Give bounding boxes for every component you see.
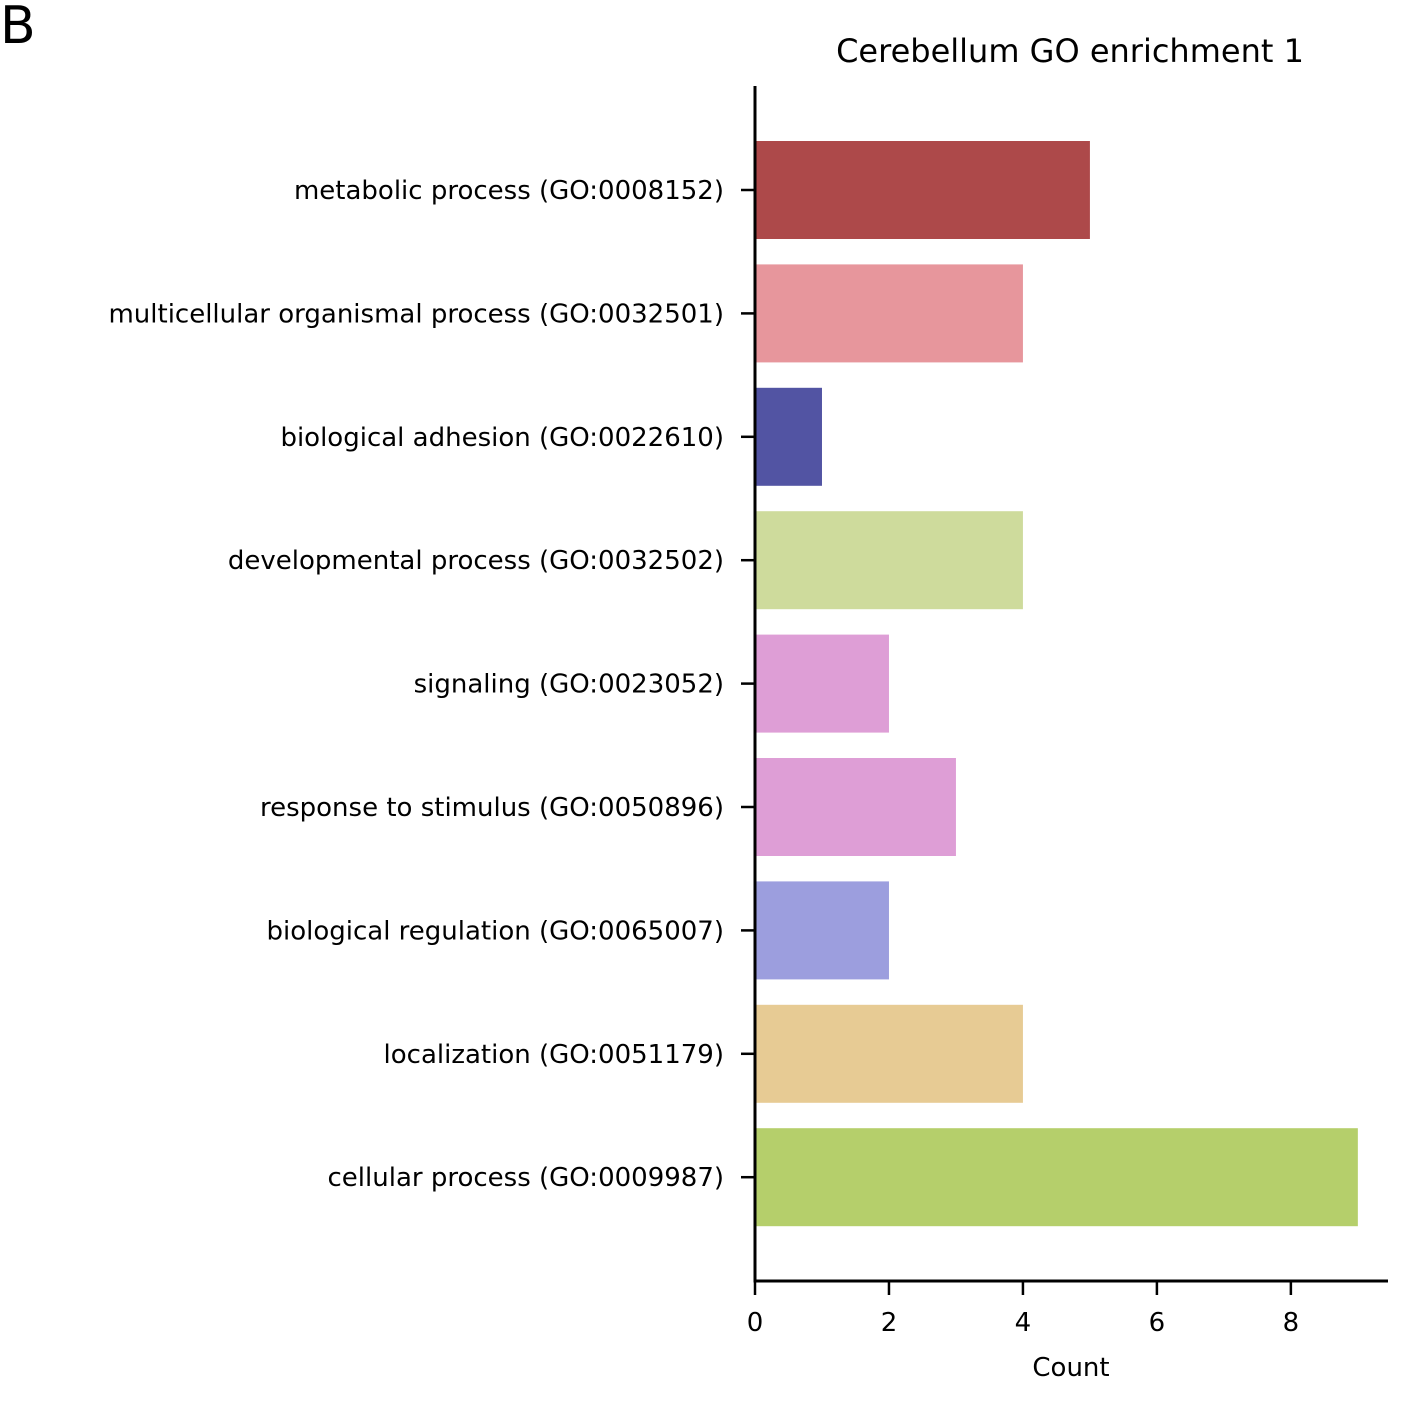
- bar: [755, 1004, 1023, 1103]
- x-axis: 0 2 4 6 8: [747, 1279, 1388, 1338]
- x-axis-label: Count: [1032, 1353, 1109, 1383]
- y-tick-label: metabolic process (GO:0008152): [294, 176, 724, 206]
- chart-title: Cerebellum GO enrichment 1: [836, 32, 1304, 70]
- y-axis: metabolic process (GO:0008152) multicellu…: [108, 86, 757, 1281]
- bar: [755, 881, 889, 980]
- y-tick-label: biological adhesion (GO:0022610): [280, 423, 724, 453]
- y-tick-label: signaling (GO:0023052): [414, 670, 724, 700]
- bar: [755, 387, 822, 486]
- panel-label: B: [0, 0, 36, 56]
- y-tick-label: multicellular organismal process (GO:003…: [108, 299, 724, 329]
- bar: [755, 141, 1090, 239]
- bar: [755, 1128, 1358, 1227]
- y-tick-label: localization (GO:0051179): [384, 1040, 724, 1070]
- bar: [755, 511, 1023, 610]
- bars-group: [755, 141, 1358, 1227]
- x-tick-label: 8: [1283, 1308, 1300, 1338]
- y-tick-label: cellular process (GO:0009987): [328, 1163, 725, 1193]
- y-tick-label: response to stimulus (GO:0050896): [260, 793, 724, 823]
- y-tick-label: biological regulation (GO:0065007): [266, 916, 724, 946]
- x-tick-label: 6: [1149, 1308, 1166, 1338]
- bar: [755, 634, 889, 733]
- bar: [755, 264, 1023, 363]
- bar: [755, 758, 956, 856]
- x-tick-label: 2: [881, 1308, 898, 1338]
- x-tick-label: 4: [1015, 1308, 1032, 1338]
- x-tick-label: 0: [747, 1308, 764, 1338]
- y-tick-label: developmental process (GO:0032502): [228, 546, 724, 576]
